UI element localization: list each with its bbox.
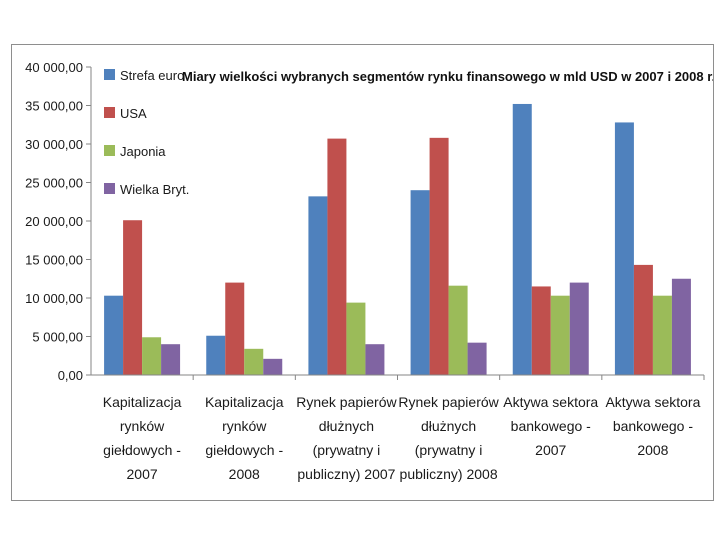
bar xyxy=(467,342,487,375)
bar xyxy=(161,344,181,375)
bar-chart: 0,00 5 000,00 10 000,00 15 000,00 20 000,00 2… xyxy=(25,60,713,482)
bar xyxy=(263,358,283,375)
chart-frame: 0,00 5 000,00 10 000,00 15 000,00 20 000,00 2… xyxy=(11,44,714,501)
bar-group xyxy=(104,103,691,376)
bar xyxy=(429,137,449,375)
bar xyxy=(671,278,691,375)
bar xyxy=(531,286,551,375)
bar xyxy=(308,196,328,375)
bar xyxy=(614,122,634,375)
bar xyxy=(365,344,385,375)
x-category-label: Aktywa sektora bankowego -2007 xyxy=(503,394,598,458)
x-category-label: Kapitalizacja rynków giełdowych -2008 xyxy=(205,394,284,482)
bar xyxy=(550,295,570,375)
bar xyxy=(652,295,672,375)
y-tick-label: 40 000,00 xyxy=(25,60,83,75)
legend-label: Wielka Bryt. xyxy=(120,182,189,197)
legend-swatch xyxy=(104,145,115,156)
x-axis-labels: Kapitalizacja rynków giełdowych -2007 Kapit… xyxy=(103,394,701,482)
legend-label: USA xyxy=(120,106,147,121)
bar xyxy=(123,220,143,375)
y-tick-label: 10 000,00 xyxy=(25,291,83,306)
y-tick-label: 35 000,00 xyxy=(25,99,83,114)
bar xyxy=(569,282,589,375)
bar xyxy=(225,282,245,375)
y-axis-ticks: 0,00 5 000,00 10 000,00 15 000,00 20 000,00 2… xyxy=(25,60,91,383)
bar xyxy=(512,103,532,376)
legend-swatch xyxy=(104,69,115,80)
bar xyxy=(206,335,226,375)
bar xyxy=(104,295,124,375)
x-category-label: Rynek papierów dłużnych (prywatny i publicz… xyxy=(296,394,397,482)
bar xyxy=(142,337,162,375)
axes xyxy=(90,67,705,380)
x-category-label: Rynek papierów dłużnych (prywatny i publicz… xyxy=(398,394,499,482)
bar xyxy=(346,302,366,375)
y-tick-label: 20 000,00 xyxy=(25,214,83,229)
y-tick-label: 25 000,00 xyxy=(25,176,83,191)
legend-swatch xyxy=(104,107,115,118)
y-tick-label: 30 000,00 xyxy=(25,137,83,152)
bar xyxy=(410,190,430,375)
x-category-label: Kapitalizacja rynków giełdowych -2007 xyxy=(103,394,182,482)
legend: Strefa euro USA Japonia Wielka Bryt. xyxy=(104,68,189,197)
y-tick-label: 5 000,00 xyxy=(32,330,83,345)
legend-label: Japonia xyxy=(120,144,166,159)
legend-label: Strefa euro xyxy=(120,68,184,83)
bar xyxy=(448,285,468,375)
legend-swatch xyxy=(104,183,115,194)
y-tick-label: 0,00 xyxy=(58,368,83,383)
chart-title: Miary wielkości wybranych segmentów rynk… xyxy=(182,69,713,84)
bar xyxy=(327,138,347,375)
bar xyxy=(244,348,264,375)
x-category-label: Aktywa sektora bankowego -2008 xyxy=(605,394,700,458)
bar xyxy=(633,264,653,375)
y-tick-label: 15 000,00 xyxy=(25,253,83,268)
